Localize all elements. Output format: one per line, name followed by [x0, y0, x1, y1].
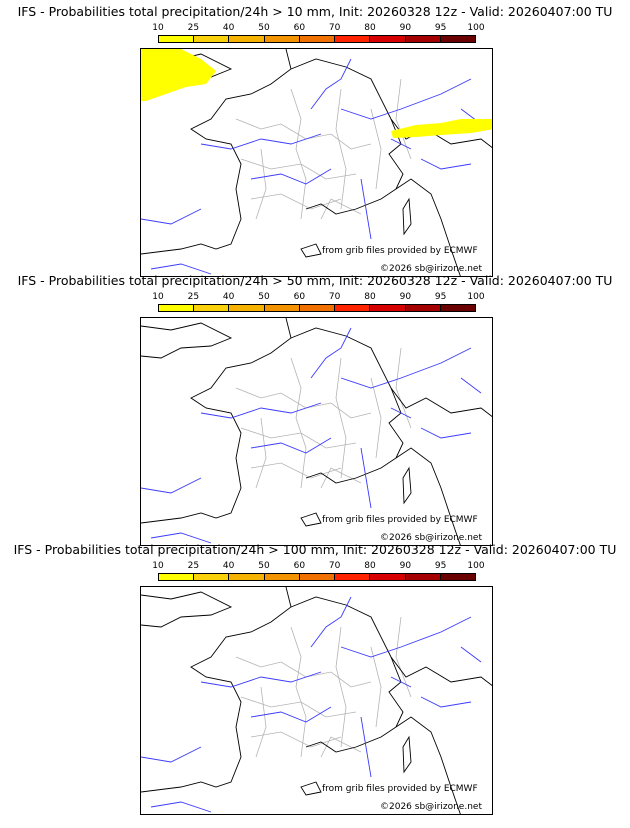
colorbar-bin — [159, 305, 195, 311]
panel-title: IFS - Probabilities total precipitation/… — [17, 4, 613, 19]
colorbar-tick-label: 100 — [467, 23, 485, 33]
colorbar-tick-label: 70 — [328, 292, 341, 302]
colorbar-tick-label: 40 — [222, 23, 235, 33]
colorbar-bin — [159, 36, 195, 42]
colorbar-tick-label: 80 — [364, 561, 376, 571]
colorbar-bin — [264, 36, 300, 42]
colorbar-bin — [194, 574, 230, 580]
rivers — [141, 596, 482, 813]
forecast-panel: IFS - Probabilities total precipitation/… — [0, 0, 630, 277]
colorbar-tick-label: 90 — [399, 23, 412, 33]
colorbar-tick-label: 80 — [364, 23, 376, 33]
colorbar-bin — [335, 574, 371, 580]
regional-borders — [235, 78, 412, 220]
colorbar-tick-label: 10 — [152, 23, 164, 33]
colorbar-tick-label: 60 — [293, 23, 306, 33]
regional-borders — [235, 347, 412, 489]
map: from grib files provided by ECMWF ©2026 s… — [140, 586, 493, 815]
copyright-credit: ©2026 sb@irizone.net — [380, 533, 482, 543]
colorbar-bin — [405, 574, 441, 580]
colorbar-bin — [370, 36, 406, 42]
colorbar-bin — [299, 36, 336, 42]
colorbar-ticks: 10 25 40 50 60 70 80 90 95 100 — [152, 561, 484, 573]
colorbar-bin — [405, 36, 441, 42]
colorbar-tick-label: 60 — [293, 292, 306, 302]
colorbar-tick-label: 100 — [467, 292, 485, 302]
colorbar-tick-label: 40 — [222, 292, 235, 302]
colorbar-tick-label: 100 — [467, 561, 485, 571]
colorbar-tick-label: 10 — [152, 292, 164, 302]
colorbar — [158, 304, 476, 312]
colorbar-bin — [370, 305, 406, 311]
colorbar-bin — [299, 305, 336, 311]
colorbar-bin — [229, 36, 265, 42]
source-credit: from grib files provided by ECMWF — [322, 515, 478, 525]
rivers — [141, 58, 482, 275]
colorbar-bin — [229, 574, 265, 580]
colorbar-bin — [194, 36, 230, 42]
map: from grib files provided by ECMWF ©2026 s… — [140, 317, 493, 546]
colorbar-tick-label: 90 — [399, 561, 412, 571]
colorbar-bin — [440, 574, 475, 580]
coastlines — [141, 587, 492, 814]
colorbar-tick-label: 50 — [258, 292, 270, 302]
precip-area-alps — [391, 119, 492, 138]
regional-borders — [235, 616, 412, 758]
colorbar-bin — [440, 36, 475, 42]
colorbar-bin — [370, 574, 406, 580]
colorbar-bin — [440, 305, 475, 311]
colorbar-tick-label: 70 — [328, 23, 341, 33]
colorbar-bin — [335, 305, 371, 311]
precip-area-northwest — [141, 49, 216, 101]
copyright-credit: ©2026 sb@irizone.net — [380, 264, 482, 274]
colorbar-tick-label: 95 — [434, 23, 447, 33]
colorbar-tick-label: 25 — [187, 23, 200, 33]
colorbar-tick-label: 50 — [258, 561, 270, 571]
colorbar-tick-label: 90 — [399, 292, 412, 302]
colorbar-bin — [264, 305, 300, 311]
colorbar-tick-label: 25 — [187, 292, 200, 302]
colorbar-tick-label: 60 — [293, 561, 306, 571]
colorbar-bin — [335, 36, 371, 42]
panel-title: IFS - Probabilities total precipitation/… — [13, 542, 617, 557]
colorbar-tick-label: 40 — [222, 561, 235, 571]
colorbar-ticks: 10 25 40 50 60 70 80 90 95 100 — [152, 292, 484, 304]
colorbar-bin — [264, 574, 300, 580]
colorbar — [158, 35, 476, 43]
source-credit: from grib files provided by ECMWF — [322, 246, 478, 256]
colorbar-bin — [159, 574, 195, 580]
colorbar-ticks: 10 25 40 50 60 70 80 90 95 100 — [152, 23, 484, 35]
colorbar-tick-label: 95 — [434, 292, 447, 302]
colorbar-bin — [194, 305, 230, 311]
colorbar-bin — [405, 305, 441, 311]
source-credit: from grib files provided by ECMWF — [322, 784, 478, 794]
colorbar-bin — [229, 305, 265, 311]
colorbar-bin — [299, 574, 336, 580]
colorbar-tick-label: 10 — [152, 561, 164, 571]
colorbar-tick-label: 95 — [434, 561, 447, 571]
colorbar-tick-label: 70 — [328, 561, 341, 571]
colorbar-tick-label: 25 — [187, 561, 200, 571]
copyright-credit: ©2026 sb@irizone.net — [380, 802, 482, 812]
coastlines — [141, 318, 492, 545]
forecast-panel: IFS - Probabilities total precipitation/… — [0, 538, 630, 815]
colorbar-tick-label: 80 — [364, 292, 376, 302]
colorbar — [158, 573, 476, 581]
rivers — [141, 327, 482, 544]
forecast-panel: IFS - Probabilities total precipitation/… — [0, 269, 630, 546]
colorbar-tick-label: 50 — [258, 23, 270, 33]
map: from grib files provided by ECMWF ©2026 s… — [140, 48, 493, 277]
panel-title: IFS - Probabilities total precipitation/… — [17, 273, 613, 288]
